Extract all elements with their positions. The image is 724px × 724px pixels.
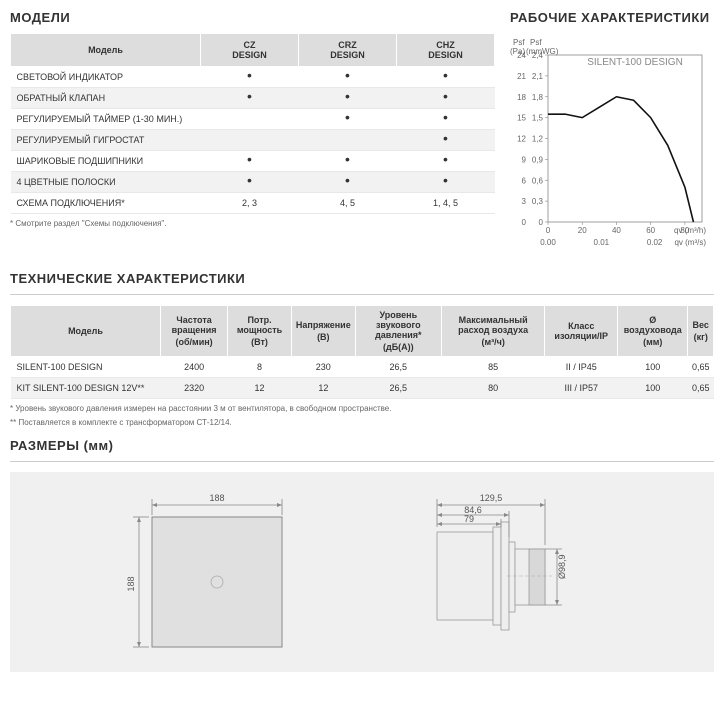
svg-text:18: 18 — [517, 93, 526, 102]
chart-title: РАБОЧИЕ ХАРАКТЕРИСТИКИ — [510, 10, 714, 25]
svg-text:1,2: 1,2 — [532, 135, 544, 144]
table-row: SILENT-100 DESIGN2400823026,585II / IP45… — [11, 357, 714, 378]
specs-table: МодельЧастота вращения(об/мин)Потр. мощн… — [10, 305, 714, 399]
svg-text:12: 12 — [517, 135, 526, 144]
svg-text:60: 60 — [646, 226, 655, 235]
table-row: РЕГУЛИРУЕМЫЙ ТАЙМЕР (1-30 МИН.)•• — [11, 109, 495, 130]
spec-col: Вес(кг) — [688, 306, 714, 357]
spec-col: Класс изоляции/IP — [545, 306, 618, 357]
svg-text:0.01: 0.01 — [594, 238, 610, 247]
svg-text:qv (m³/s): qv (m³/s) — [674, 238, 706, 247]
spec-col: Потр. мощность(Вт) — [228, 306, 292, 357]
svg-text:188: 188 — [209, 493, 224, 503]
col-model: Модель — [11, 34, 201, 67]
svg-text:Ø98,9: Ø98,9 — [557, 554, 567, 579]
models-section: МОДЕЛИ МодельCZDESIGNCRZDESIGNCHZDESIGN … — [10, 10, 495, 253]
table-row: СХЕМА ПОДКЛЮЧЕНИЯ*2, 34, 51, 4, 5 — [11, 193, 495, 214]
svg-text:2,1: 2,1 — [532, 72, 544, 81]
svg-text:0,3: 0,3 — [532, 197, 544, 206]
models-footnote: * Смотрите раздел "Схемы подключения". — [10, 219, 495, 228]
svg-text:1,8: 1,8 — [532, 93, 544, 102]
svg-text:SILENT-100 DESIGN: SILENT-100 DESIGN — [587, 57, 683, 68]
dimensions-drawing: 188 188 129,5 — [10, 472, 714, 672]
table-row: СВЕТОВОЙ ИНДИКАТОР••• — [11, 67, 495, 88]
dims-title: РАЗМЕРЫ (мм) — [10, 438, 714, 453]
side-view: 129,5 84,6 79 Ø98,9 — [407, 487, 617, 657]
models-title: МОДЕЛИ — [10, 10, 495, 25]
spec-col: Модель — [11, 306, 161, 357]
svg-text:188: 188 — [126, 576, 136, 591]
spec-col: Максимальный расход воздуха(м³/ч) — [441, 306, 544, 357]
svg-text:(Pa): (Pa) — [510, 47, 525, 56]
svg-text:0: 0 — [522, 218, 527, 227]
svg-text:0: 0 — [546, 226, 551, 235]
svg-text:0,9: 0,9 — [532, 155, 544, 164]
svg-text:129,5: 129,5 — [480, 493, 503, 503]
svg-text:Psf: Psf — [530, 38, 542, 47]
spec-col: Напряжение(В) — [291, 306, 355, 357]
svg-text:15: 15 — [517, 114, 526, 123]
svg-text:3: 3 — [522, 197, 527, 206]
performance-chart: 0030,360,690,9121,2151,5181,8212,1242,40… — [510, 35, 710, 250]
svg-text:9: 9 — [522, 155, 527, 164]
svg-text:21: 21 — [517, 72, 526, 81]
spec-col: Уровень звукового давления*(дБ(А)) — [355, 306, 441, 357]
svg-text:Psf: Psf — [513, 38, 525, 47]
spec-col: Частота вращения(об/мин) — [161, 306, 228, 357]
svg-text:40: 40 — [612, 226, 621, 235]
specs-footnote-1: * Уровень звукового давления измерен на … — [10, 404, 714, 413]
svg-text:(mmWG): (mmWG) — [526, 47, 559, 56]
svg-text:1,5: 1,5 — [532, 114, 544, 123]
svg-text:20: 20 — [578, 226, 587, 235]
specs-title: ТЕХНИЧЕСКИЕ ХАРАКТЕРИСТИКИ — [10, 271, 714, 286]
svg-text:0: 0 — [539, 218, 544, 227]
models-table: МодельCZDESIGNCRZDESIGNCHZDESIGN СВЕТОВО… — [10, 33, 495, 214]
table-row: ОБРАТНЫЙ КЛАПАН••• — [11, 88, 495, 109]
specs-section: ТЕХНИЧЕСКИЕ ХАРАКТЕРИСТИКИ МодельЧастота… — [10, 271, 714, 427]
spec-col: Ø воздуховода(мм) — [618, 306, 688, 357]
front-view: 188 188 — [107, 487, 327, 657]
svg-text:0.00: 0.00 — [540, 238, 556, 247]
table-row: РЕГУЛИРУЕМЫЙ ГИГРОСТАТ• — [11, 130, 495, 151]
table-row: 4 ЦВЕТНЫЕ ПОЛОСКИ••• — [11, 172, 495, 193]
svg-text:0,6: 0,6 — [532, 176, 544, 185]
svg-text:qv (m³/h): qv (m³/h) — [674, 226, 706, 235]
svg-text:79: 79 — [464, 514, 474, 524]
svg-text:6: 6 — [522, 176, 527, 185]
table-row: KIT SILENT-100 DESIGN 12V**2320121226,58… — [11, 378, 714, 399]
col-design: CHZDESIGN — [397, 34, 495, 67]
table-row: ШАРИКОВЫЕ ПОДШИПНИКИ••• — [11, 151, 495, 172]
chart-section: РАБОЧИЕ ХАРАКТЕРИСТИКИ 0030,360,690,9121… — [510, 10, 714, 253]
svg-text:0.02: 0.02 — [647, 238, 663, 247]
col-design: CRZDESIGN — [299, 34, 397, 67]
col-design: CZDESIGN — [201, 34, 299, 67]
specs-footnote-2: ** Поставляется в комплекте с трансформа… — [10, 418, 714, 427]
